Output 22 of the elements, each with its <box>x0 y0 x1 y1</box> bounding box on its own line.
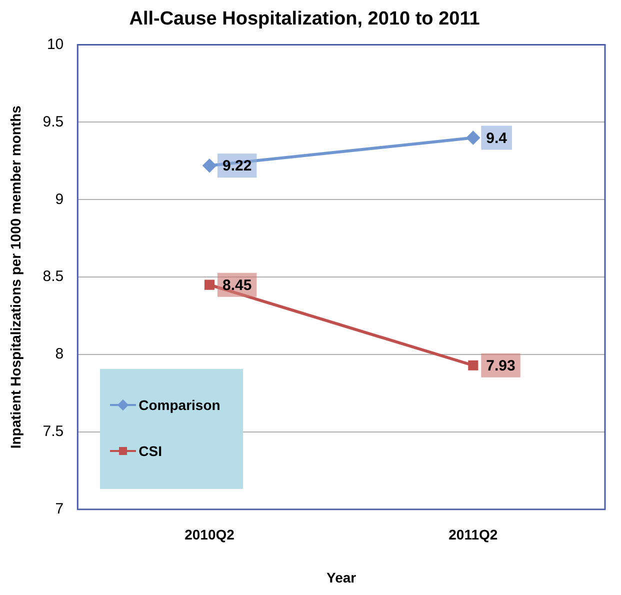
y-axis-title: Inpatient Hospitalizations per 1000 member months <box>7 105 24 449</box>
point <box>468 360 478 370</box>
x-tick-label: 2011Q2 <box>448 526 498 543</box>
x-tick-label: 2010Q2 <box>184 526 235 543</box>
point <box>202 159 216 172</box>
data-label: 9.4 <box>486 130 508 147</box>
y-tick-label: 10 <box>46 36 64 53</box>
x-axis-title: Year <box>326 569 357 586</box>
y-tick-label: 8 <box>55 346 64 363</box>
data-label: 8.45 <box>222 276 252 294</box>
legend-label: Comparison <box>138 397 220 414</box>
y-tick-label: 7.5 <box>42 423 64 440</box>
chart-title: All-Cause Hospitalization, 2010 to 2011 <box>129 8 480 30</box>
legend-label: CSI <box>138 443 162 460</box>
data-label: 7.93 <box>486 358 516 375</box>
point <box>466 131 480 144</box>
data-label: 9.22 <box>222 158 252 175</box>
y-tick-label: 8.5 <box>42 268 64 286</box>
point <box>204 280 215 290</box>
y-tick-label: 9.5 <box>42 113 64 130</box>
y-tick-label: 7 <box>55 500 64 518</box>
y-tick-label: 9 <box>55 190 64 208</box>
